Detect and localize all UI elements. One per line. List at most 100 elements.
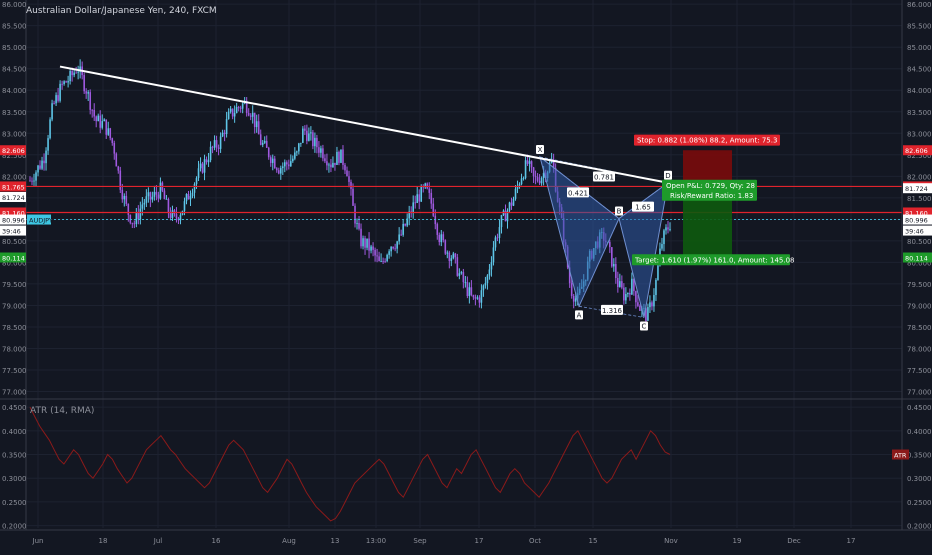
candle-body[interactable] (267, 147, 270, 158)
candle-body[interactable] (233, 113, 236, 117)
candle-body[interactable] (356, 222, 358, 224)
candle-body[interactable] (265, 140, 268, 148)
candle-body[interactable] (631, 278, 633, 295)
candle-body[interactable] (310, 132, 312, 134)
candle-body[interactable] (231, 108, 234, 117)
candle-body[interactable] (394, 248, 396, 250)
candle-body[interactable] (296, 151, 298, 153)
candle-body[interactable] (482, 285, 485, 291)
candle-body[interactable] (213, 140, 216, 148)
candle-body[interactable] (187, 193, 190, 200)
candle-body[interactable] (113, 142, 116, 154)
candle-body[interactable] (572, 295, 575, 302)
candle-body[interactable] (438, 234, 441, 243)
candle-body[interactable] (406, 218, 408, 226)
trendline[interactable] (59, 65, 669, 184)
candle-body[interactable] (155, 191, 158, 195)
candle-body[interactable] (89, 92, 91, 110)
candle-body[interactable] (514, 188, 517, 199)
candle-body[interactable] (75, 72, 77, 74)
candle-body[interactable] (655, 279, 657, 296)
candle-body[interactable] (520, 178, 523, 185)
candle-body[interactable] (542, 172, 545, 178)
candle-body[interactable] (199, 163, 202, 169)
candle-body[interactable] (472, 294, 475, 298)
candle-body[interactable] (93, 109, 96, 117)
candle-body[interactable] (360, 228, 362, 247)
candle-body[interactable] (239, 107, 242, 109)
candle-body[interactable] (494, 237, 497, 248)
candle-body[interactable] (621, 281, 623, 288)
candle-body[interactable] (428, 188, 431, 193)
candle-body[interactable] (241, 103, 244, 109)
candle-body[interactable] (346, 170, 348, 177)
candle-body[interactable] (332, 162, 334, 168)
candle-body[interactable] (275, 168, 278, 171)
candle-body[interactable] (271, 158, 274, 163)
candle-body[interactable] (249, 115, 252, 117)
candle-body[interactable] (153, 191, 156, 197)
candle-body[interactable] (290, 161, 292, 167)
candle-body[interactable] (462, 272, 465, 283)
candle-body[interactable] (635, 291, 637, 303)
candle-body[interactable] (611, 247, 613, 267)
candle-body[interactable] (388, 251, 390, 255)
candle-body[interactable] (344, 164, 346, 171)
candle-body[interactable] (480, 290, 483, 303)
candle-body[interactable] (277, 170, 280, 174)
candle-body[interactable] (398, 234, 400, 242)
candle-body[interactable] (354, 205, 356, 224)
candle-body[interactable] (139, 208, 142, 220)
candle-body[interactable] (115, 153, 118, 167)
candle-body[interactable] (484, 283, 487, 286)
candle-body[interactable] (71, 71, 73, 76)
candle-body[interactable] (486, 275, 489, 284)
candle-body[interactable] (532, 167, 535, 177)
candle-body[interactable] (73, 72, 75, 76)
candle-body[interactable] (538, 180, 541, 184)
candle-body[interactable] (273, 158, 276, 169)
candle-body[interactable] (412, 202, 414, 214)
candle-body[interactable] (436, 224, 439, 235)
candle-body[interactable] (281, 166, 284, 169)
candle-body[interactable] (504, 210, 507, 222)
candle-body[interactable] (647, 307, 649, 321)
candle-body[interactable] (123, 195, 126, 200)
candle-body[interactable] (661, 244, 663, 249)
candle-body[interactable] (456, 257, 459, 276)
candle-body[interactable] (629, 292, 631, 295)
candle-body[interactable] (167, 199, 170, 214)
candle-body[interactable] (91, 109, 93, 111)
candle-body[interactable] (151, 196, 154, 200)
candle-body[interactable] (219, 136, 222, 149)
candle-body[interactable] (404, 223, 406, 226)
candle-body[interactable] (163, 190, 166, 200)
candle-body[interactable] (211, 146, 214, 148)
candle-body[interactable] (39, 165, 41, 169)
candle-body[interactable] (625, 294, 627, 301)
candle-body[interactable] (261, 142, 264, 145)
candle-body[interactable] (179, 214, 182, 221)
candle-body[interactable] (663, 230, 665, 245)
candle-body[interactable] (67, 81, 69, 83)
candle-body[interactable] (77, 71, 79, 73)
candle-body[interactable] (57, 95, 59, 101)
candle-body[interactable] (189, 196, 192, 200)
candle-body[interactable] (669, 229, 671, 230)
candle-body[interactable] (466, 282, 469, 297)
candle-body[interactable] (651, 302, 653, 307)
candle-body[interactable] (476, 297, 479, 299)
candle-body[interactable] (380, 261, 382, 262)
candle-body[interactable] (474, 297, 477, 299)
candle-body[interactable] (653, 295, 655, 307)
candle-body[interactable] (320, 148, 322, 153)
candle-body[interactable] (645, 308, 647, 321)
candle-body[interactable] (221, 132, 224, 137)
candle-body[interactable] (336, 151, 338, 165)
candle-body[interactable] (506, 210, 509, 222)
candle-body[interactable] (209, 146, 212, 161)
candle-body[interactable] (157, 194, 160, 199)
candle-body[interactable] (85, 91, 87, 94)
candle-body[interactable] (364, 238, 366, 248)
candle-body[interactable] (286, 162, 288, 165)
